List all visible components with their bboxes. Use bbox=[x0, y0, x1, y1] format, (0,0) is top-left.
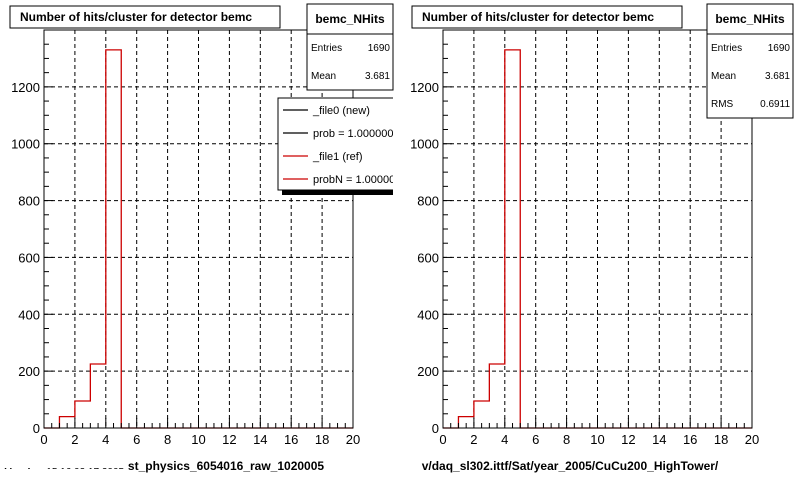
x-tick-label: 2 bbox=[470, 432, 477, 447]
x-tick-label: 20 bbox=[745, 432, 759, 447]
x-tick-label: 0 bbox=[40, 432, 47, 447]
y-tick-label: 0 bbox=[33, 421, 40, 436]
stats-name: bemc_NHits bbox=[715, 12, 785, 26]
stats-label: Entries bbox=[311, 43, 342, 54]
stats-label: RMS bbox=[711, 99, 734, 110]
x-tick-label: 18 bbox=[714, 432, 728, 447]
x-tick-label: 2 bbox=[71, 432, 78, 447]
y-tick-label: 600 bbox=[417, 250, 439, 265]
legend-entry-label: probN = 1.000000 bbox=[313, 174, 401, 186]
y-tick-label: 200 bbox=[18, 364, 40, 379]
y-tick-label: 1200 bbox=[410, 80, 439, 95]
histogram-pad-1: 0 2 4 6 8 10 12 14 16 18 20020040060080010001200st… bbox=[9, 3, 394, 473]
x-tick-label: 12 bbox=[621, 432, 635, 447]
x-tick-label: 18 bbox=[315, 432, 329, 447]
stats-label: Mean bbox=[311, 71, 336, 82]
y-tick-label: 400 bbox=[18, 307, 40, 322]
x-tick-label: 6 bbox=[532, 432, 539, 447]
legend-entry-label: _file0 (new) bbox=[312, 105, 370, 117]
x-tick-label: 14 bbox=[652, 432, 666, 447]
x-tick-label: 16 bbox=[683, 432, 697, 447]
stats-name: bemc_NHits bbox=[315, 12, 385, 26]
y-tick-label: 1000 bbox=[11, 137, 40, 152]
x-tick-label: 6 bbox=[133, 432, 140, 447]
x-tick-label: 8 bbox=[563, 432, 570, 447]
y-tick-label: 400 bbox=[417, 307, 439, 322]
x-tick-label: 14 bbox=[253, 432, 267, 447]
stats-label: Entries bbox=[711, 43, 742, 54]
x-tick-label: 10 bbox=[191, 432, 205, 447]
histogram-pad-2: 0 2 4 6 8 10 12 14 16 18 20020040060080010001200v/… bbox=[410, 3, 794, 473]
stats-value: 1690 bbox=[368, 43, 391, 54]
y-tick-label: 600 bbox=[18, 250, 40, 265]
x-tick-label: 4 bbox=[501, 432, 508, 447]
title-box bbox=[411, 5, 683, 29]
x-axis-label: st_physics_6054016_raw_1020005 bbox=[128, 459, 324, 473]
y-tick-label: 200 bbox=[417, 364, 439, 379]
x-tick-label: 10 bbox=[590, 432, 604, 447]
histogram-series-line bbox=[443, 49, 752, 429]
plot-title: Number of hits/cluster for detector bemc bbox=[422, 10, 654, 24]
x-tick-label: 20 bbox=[346, 432, 360, 447]
title-box bbox=[9, 5, 281, 29]
legend-frame bbox=[277, 97, 393, 191]
stats-value: 1690 bbox=[768, 43, 791, 54]
stats-value: 3.681 bbox=[765, 71, 790, 82]
legend-entry-label: prob = 1.000000 bbox=[313, 128, 393, 140]
legend-box: _file0 (new) prob = 1.000000 _file1 (ref) p… bbox=[277, 97, 401, 195]
y-tick-label: 0 bbox=[432, 421, 439, 436]
histogram-bin bbox=[106, 50, 121, 428]
stats-value: 3.681 bbox=[365, 71, 390, 82]
stats-box bbox=[706, 3, 794, 119]
y-tick-label: 1000 bbox=[410, 137, 439, 152]
x-tick-label: 0 bbox=[439, 432, 446, 447]
y-tick-label: 800 bbox=[417, 194, 439, 209]
histogram-bin bbox=[90, 364, 105, 428]
y-tick-label: 1200 bbox=[11, 80, 40, 95]
histogram-series-line bbox=[44, 49, 353, 429]
x-tick-label: 8 bbox=[164, 432, 171, 447]
plot-title: Number of hits/cluster for detector bemc bbox=[20, 10, 252, 24]
x-axis-label: v/daq_sl302.ittf/Sat/year_2005/CuCu200_H… bbox=[422, 459, 719, 473]
histogram-bin bbox=[489, 364, 504, 428]
y-tick-label: 800 bbox=[18, 194, 40, 209]
stats-label: Mean bbox=[711, 71, 736, 82]
footer-timestamp: Mon Aug 15 16:03:17 2005 bbox=[4, 467, 125, 478]
histogram-bin bbox=[505, 50, 520, 428]
stats-value: 0.6911 bbox=[760, 99, 790, 110]
footer: Mon Aug 15 16:03:17 2005 bbox=[4, 467, 125, 478]
stats-box bbox=[306, 3, 394, 91]
x-tick-label: 16 bbox=[284, 432, 298, 447]
x-tick-label: 4 bbox=[102, 432, 109, 447]
x-tick-label: 12 bbox=[222, 432, 236, 447]
legend-entry-label: _file1 (ref) bbox=[312, 151, 363, 163]
